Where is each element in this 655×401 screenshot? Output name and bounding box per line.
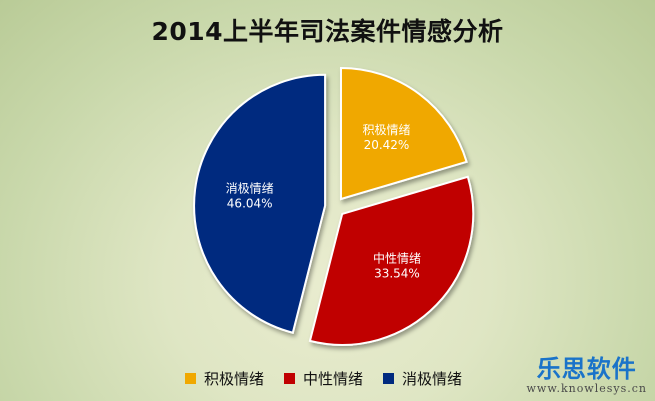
pie-slice-neutral bbox=[308, 175, 475, 346]
legend-label-negative: 消极情绪 bbox=[402, 370, 463, 388]
slice-value-neutral: 33.54% bbox=[374, 267, 420, 281]
watermark-url: www.knowlesys.cn bbox=[526, 382, 647, 395]
legend-swatch-neutral bbox=[284, 373, 296, 384]
legend-label-neutral: 中性情绪 bbox=[303, 370, 364, 388]
pie-slices bbox=[193, 66, 475, 346]
slice-label-positive: 积极情绪 bbox=[362, 123, 410, 137]
legend-label-positive: 积极情绪 bbox=[204, 370, 265, 388]
legend-swatch-negative bbox=[383, 373, 395, 384]
pie-slice-negative bbox=[193, 73, 327, 334]
slice-value-negative: 46.04% bbox=[227, 196, 273, 210]
watermark: 乐思软件 www.knowlesys.cn bbox=[527, 356, 648, 395]
legend-item-positive: 积极情绪 bbox=[185, 368, 264, 389]
watermark-logo: 乐思软件 bbox=[536, 355, 637, 383]
chart-title: 2014上半年司法案件情感分析 bbox=[151, 17, 504, 46]
pie-slice-positive bbox=[339, 66, 468, 201]
slice-value-positive: 20.42% bbox=[364, 138, 410, 152]
legend: 积极情绪 中性情绪 消极情绪 bbox=[185, 368, 462, 389]
slice-label-negative: 消极情绪 bbox=[226, 181, 274, 195]
legend-swatch-positive bbox=[185, 373, 196, 384]
legend-item-neutral: 中性情绪 bbox=[284, 368, 363, 389]
legend-item-negative: 消极情绪 bbox=[383, 368, 462, 389]
slice-label-neutral: 中性情绪 bbox=[373, 251, 421, 266]
